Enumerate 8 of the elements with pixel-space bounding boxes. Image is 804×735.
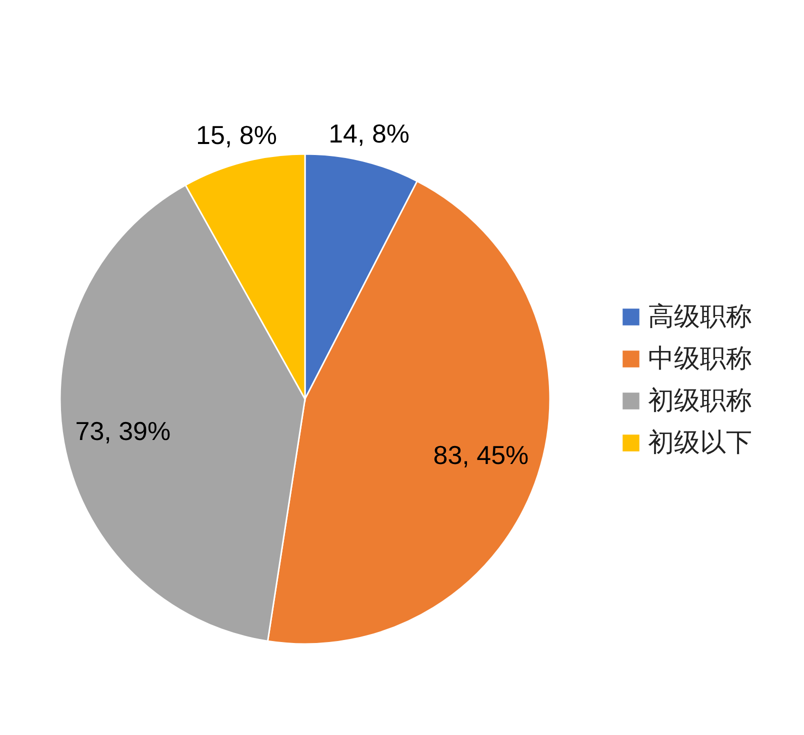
data-label: 73, 39% — [75, 416, 171, 446]
legend-label: 高级职称 — [648, 302, 752, 332]
legend-label: 初级以下 — [648, 428, 752, 458]
legend-label: 中级职称 — [648, 344, 752, 374]
data-label: 83, 45% — [433, 440, 529, 470]
legend-label: 初级职称 — [648, 386, 752, 416]
data-label: 14, 8% — [328, 118, 410, 149]
data-label: 15, 8% — [196, 120, 277, 150]
